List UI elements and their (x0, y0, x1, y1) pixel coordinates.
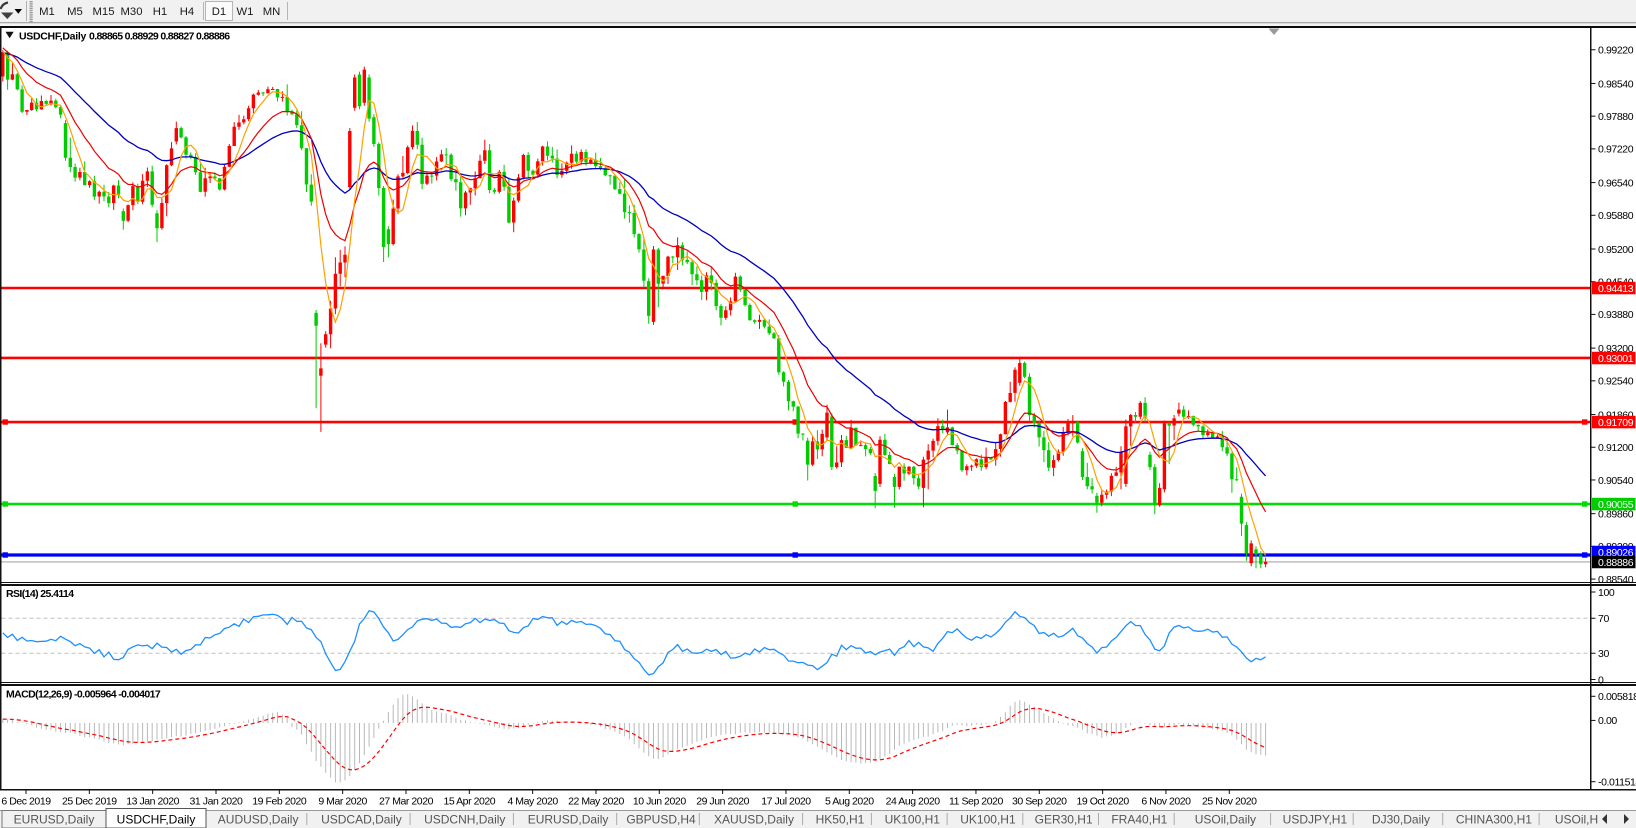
svg-text:FRA40,H1: FRA40,H1 (1111, 813, 1167, 827)
svg-text:USDJPY,H1: USDJPY,H1 (1283, 813, 1348, 827)
svg-text:0.95200: 0.95200 (1598, 244, 1634, 256)
svg-text:UK100,H1: UK100,H1 (960, 813, 1016, 827)
svg-text:USDCAD,Daily: USDCAD,Daily (321, 813, 402, 827)
svg-text:H4: H4 (180, 6, 194, 18)
svg-text:0.93880: 0.93880 (1598, 309, 1634, 321)
svg-text:0.91200: 0.91200 (1598, 442, 1634, 454)
svg-text:25 Nov 2020: 25 Nov 2020 (1202, 796, 1257, 808)
svg-text:0.005818: 0.005818 (1598, 691, 1636, 703)
svg-text:EURUSD,Daily: EURUSD,Daily (14, 813, 95, 827)
svg-text:CHINA300,H1: CHINA300,H1 (1456, 813, 1532, 827)
svg-text:H1: H1 (153, 6, 167, 18)
svg-text:100: 100 (1598, 587, 1615, 599)
svg-text:11 Sep 2020: 11 Sep 2020 (949, 796, 1003, 808)
svg-text:GBPUSD,H4: GBPUSD,H4 (626, 813, 696, 827)
svg-text:DJ30,Daily: DJ30,Daily (1372, 813, 1430, 827)
svg-text:EURUSD,Daily: EURUSD,Daily (528, 813, 609, 827)
svg-text:0.00: 0.00 (1598, 715, 1617, 727)
svg-text:0.92540: 0.92540 (1598, 376, 1634, 388)
svg-text:M1: M1 (39, 6, 55, 18)
svg-text:USDCHF,Daily: USDCHF,Daily (117, 813, 196, 827)
svg-text:XAUUSD,Daily: XAUUSD,Daily (714, 813, 794, 827)
svg-text:0.91709: 0.91709 (1598, 417, 1634, 429)
svg-text:D1: D1 (212, 6, 226, 18)
svg-text:0.89860: 0.89860 (1598, 508, 1634, 520)
svg-text:17 Jul 2020: 17 Jul 2020 (761, 796, 811, 808)
svg-text:25 Dec 2019: 25 Dec 2019 (62, 796, 117, 808)
svg-text:0.93001: 0.93001 (1598, 353, 1634, 365)
svg-text:USDCNH,Daily: USDCNH,Daily (424, 813, 505, 827)
svg-text:HK50,H1: HK50,H1 (816, 813, 865, 827)
svg-text:W1: W1 (237, 6, 254, 18)
svg-text:0.99220: 0.99220 (1598, 45, 1634, 57)
svg-text:MN: MN (263, 6, 281, 18)
svg-text:0.88886: 0.88886 (1598, 557, 1634, 569)
svg-text:0.98540: 0.98540 (1598, 78, 1634, 90)
svg-text:AUDUSD,Daily: AUDUSD,Daily (218, 813, 299, 827)
svg-text:GER30,H1: GER30,H1 (1035, 813, 1093, 827)
svg-text:6 Nov 2020: 6 Nov 2020 (1141, 796, 1191, 808)
svg-text:29 Jun 2020: 29 Jun 2020 (696, 796, 749, 808)
svg-text:0: 0 (1598, 674, 1604, 686)
svg-text:9 Mar 2020: 9 Mar 2020 (318, 796, 367, 808)
svg-text:24 Aug 2020: 24 Aug 2020 (886, 796, 941, 808)
svg-text:0.94413: 0.94413 (1598, 283, 1634, 295)
svg-text:10 Jun 2020: 10 Jun 2020 (633, 796, 686, 808)
svg-text:0.90055: 0.90055 (1598, 499, 1634, 511)
svg-text:-0.011514: -0.011514 (1598, 777, 1636, 789)
svg-text:USOil,Daily: USOil,Daily (1195, 813, 1256, 827)
svg-text:0.90540: 0.90540 (1598, 475, 1634, 487)
svg-text:RSI(14) 25.4114: RSI(14) 25.4114 (6, 588, 74, 600)
svg-text:M5: M5 (67, 6, 83, 18)
svg-text:0.88865 0.88929 0.88827 0.8888: 0.88865 0.88929 0.88827 0.88886 (89, 31, 230, 43)
svg-text:0.88540: 0.88540 (1598, 574, 1634, 586)
svg-text:5 Aug 2020: 5 Aug 2020 (825, 796, 874, 808)
svg-text:22 May 2020: 22 May 2020 (568, 796, 624, 808)
svg-text:UK100,H1: UK100,H1 (885, 813, 941, 827)
svg-text:27 Mar 2020: 27 Mar 2020 (379, 796, 434, 808)
svg-text:4 May 2020: 4 May 2020 (507, 796, 558, 808)
svg-text:USDCHF,Daily: USDCHF,Daily (19, 31, 86, 43)
svg-text:30 Sep 2020: 30 Sep 2020 (1012, 796, 1067, 808)
svg-text:M15: M15 (93, 6, 115, 18)
svg-text:USOil,H: USOil,H (1555, 813, 1598, 827)
svg-text:19 Oct 2020: 19 Oct 2020 (1076, 796, 1129, 808)
svg-text:MACD(12,26,9) -0.005964 -0.004: MACD(12,26,9) -0.005964 -0.004017 (6, 689, 161, 701)
svg-text:0.96540: 0.96540 (1598, 177, 1634, 189)
svg-text:0.97880: 0.97880 (1598, 111, 1634, 123)
svg-text:0.95880: 0.95880 (1598, 210, 1634, 222)
svg-text:19 Feb 2020: 19 Feb 2020 (252, 796, 307, 808)
svg-text:15 Apr 2020: 15 Apr 2020 (443, 796, 495, 808)
svg-text:31 Jan 2020: 31 Jan 2020 (190, 796, 243, 808)
svg-text:13 Jan 2020: 13 Jan 2020 (126, 796, 179, 808)
svg-text:M30: M30 (121, 6, 143, 18)
svg-text:0.97220: 0.97220 (1598, 144, 1634, 156)
svg-text:70: 70 (1598, 613, 1609, 625)
svg-text:6 Dec 2019: 6 Dec 2019 (1, 796, 51, 808)
svg-text:30: 30 (1598, 648, 1609, 660)
